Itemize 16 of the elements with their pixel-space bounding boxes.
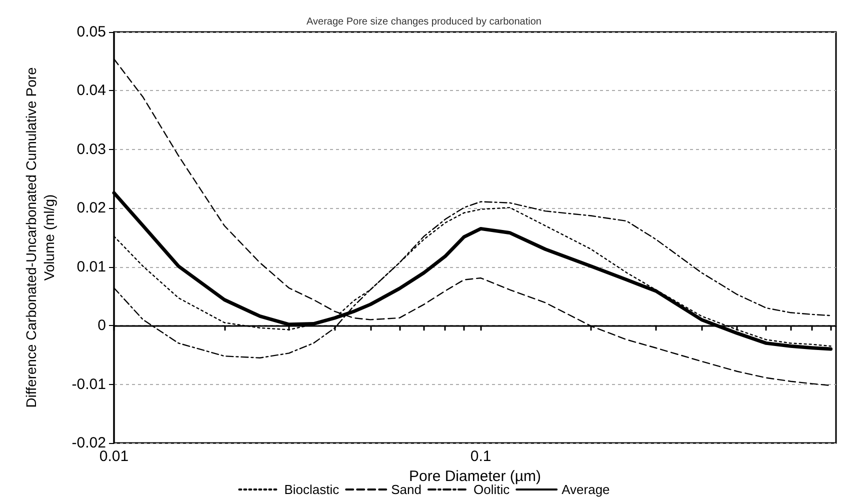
legend-label: Oolitic bbox=[473, 482, 510, 497]
legend-label: Bioclastic bbox=[284, 482, 340, 497]
y-tick-label: 0.03 bbox=[76, 140, 106, 158]
y-tick-label: 0 bbox=[98, 317, 106, 334]
legend-label: Average bbox=[562, 482, 610, 497]
chart-title: Average Pore size changes produced by carbonation bbox=[306, 16, 542, 28]
legend-label: Sand bbox=[391, 482, 422, 497]
y-tick-label: 0.05 bbox=[76, 24, 106, 40]
y-tick-label: 0.04 bbox=[76, 82, 106, 100]
y-axis-title: Difference Carbonated-Uncarbonated Cumulative Pore Volume (ml/g) bbox=[23, 66, 57, 408]
y-tick-label: -0.02 bbox=[72, 434, 106, 452]
y-tick-label: -0.01 bbox=[72, 376, 106, 393]
x-axis-title: Pore Diameter (µm) bbox=[409, 468, 541, 485]
x-tick-label: 0.1 bbox=[470, 448, 492, 465]
y-tick-label: 0.01 bbox=[76, 258, 106, 276]
y-tick-label: 0.02 bbox=[76, 200, 106, 217]
